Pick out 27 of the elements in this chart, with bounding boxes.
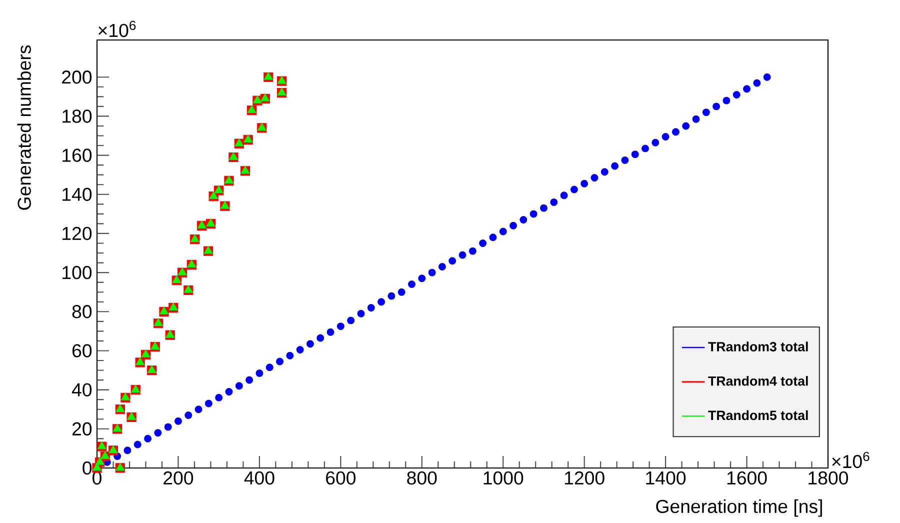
y-tick-label: 20 (72, 422, 92, 436)
x-tick-label: 800 (407, 471, 437, 485)
x-axis-title: Generation time [ns] (656, 499, 822, 517)
y-tick-label: 100 (62, 266, 92, 280)
x-tick-label: 1800 (808, 471, 848, 485)
y-tick-label: 80 (72, 305, 92, 318)
legend-label: TRandom3 total (708, 342, 808, 352)
y-tick-label: 0 (82, 461, 92, 475)
x-tick-label: 1000 (484, 471, 524, 485)
x-tick-label: 200 (164, 471, 194, 485)
legend-label: TRandom5 total (708, 410, 808, 420)
x-tick-label: 1200 (564, 471, 604, 485)
x-tick-label: 400 (244, 471, 274, 485)
x-tick-label: 1600 (727, 471, 767, 485)
legend-label: TRandom4 total (708, 376, 808, 386)
x-tick-label: 600 (326, 471, 356, 485)
y-tick-label: 160 (62, 148, 92, 162)
y-tick-label: 120 (62, 226, 92, 240)
y-tick-label: 40 (72, 383, 92, 396)
text: ×10$^{6}$ (832, 452, 870, 468)
y-tick-label: 60 (72, 344, 92, 358)
x-tick-label: 1400 (646, 471, 686, 485)
y-axis-title: Generated numbers (17, 45, 31, 210)
y-tick-label: 180 (62, 110, 92, 123)
y-tick-label: 200 (62, 70, 92, 84)
text: ×10$^{6}$ (98, 20, 136, 38)
y-tick-label: 140 (62, 188, 92, 201)
